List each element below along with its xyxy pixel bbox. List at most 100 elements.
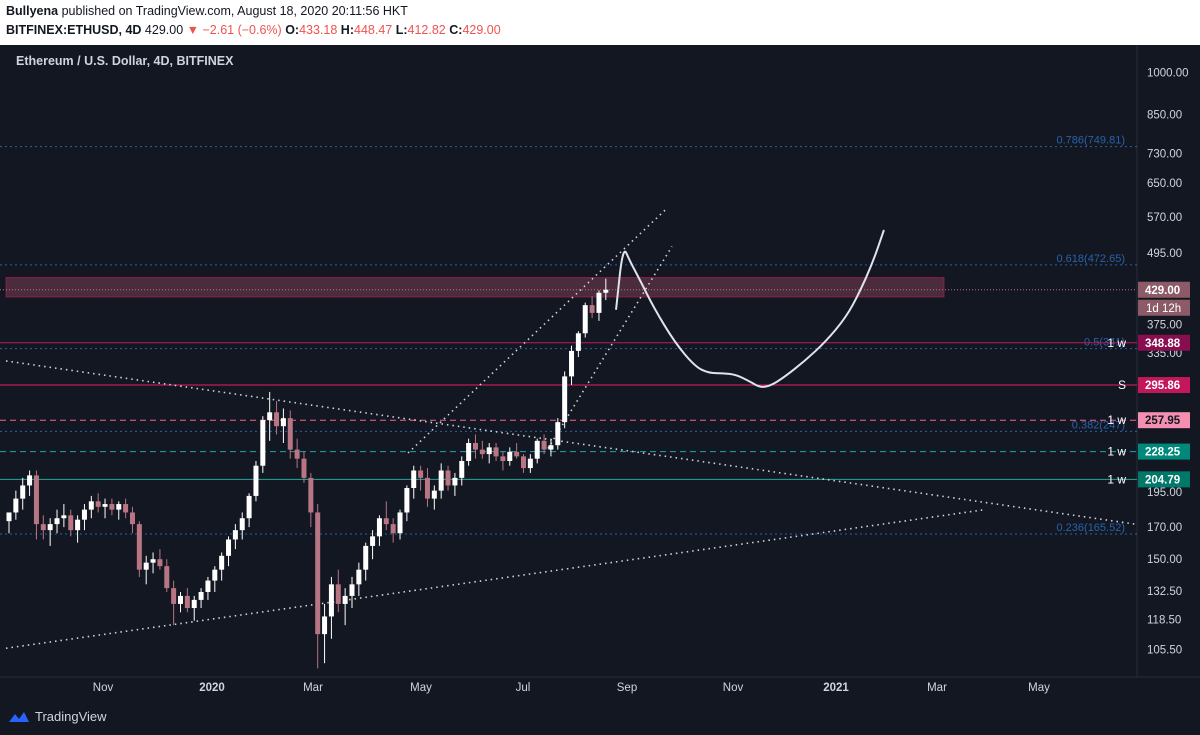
candle-body [40,524,46,531]
candle-body [219,555,225,570]
candle-body [548,445,554,450]
candle-body [596,292,602,313]
candle-body [198,591,204,600]
publish-info: Bullyena published on TradingView.com, A… [6,4,408,18]
y-tick-label: 1000.00 [1147,68,1189,80]
price-tag [1138,334,1190,351]
author-name[interactable]: Bullyena [6,4,59,18]
price-tag [1138,412,1190,429]
candle-body [68,515,74,531]
supply-zone [5,276,945,298]
candle-body [294,449,300,459]
price-tag-label: 348.88 [1145,338,1181,350]
candle-body [370,536,376,546]
chart-area[interactable]: Ethereum / U.S. Dollar, 4D, BITFINEX 0.7… [0,45,1200,700]
open-label: O: [285,23,300,37]
candle-body [486,447,492,455]
price-chart[interactable]: Ethereum / U.S. Dollar, 4D, BITFINEX 0.7… [0,45,1200,700]
channel-lower-line [547,245,673,449]
candle-body [397,512,403,534]
candle-body [589,305,595,313]
candle-body [301,458,307,478]
fib-label: 0.786(749.81) [1057,135,1126,147]
projection-path [615,229,885,388]
candle-body [514,451,520,457]
fib-label: 0.618(472.65) [1057,253,1126,265]
candle-body [472,443,478,450]
x-tick-label: 2020 [199,682,225,694]
candle-body [500,456,506,462]
candle-body [6,512,12,522]
candle-body [205,580,211,592]
candle-body [603,289,609,293]
candle-body [226,539,232,556]
countdown-tag [1138,299,1190,316]
high-value: 448.47 [354,23,393,37]
candle-body [445,470,451,486]
level-label: 1 w [1107,336,1126,350]
candle-body [191,599,197,609]
candle-body [424,477,430,499]
open-value: 433.18 [299,23,338,37]
y-tick-label: 132.50 [1147,586,1182,598]
candle-body [569,350,575,377]
candle-body [33,475,39,525]
candle-body [246,495,252,519]
tradingview-logo[interactable]: TradingView [8,709,107,724]
x-tick-label: Nov [723,682,744,694]
candle-body [562,376,568,423]
y-tick-label: 150.00 [1147,554,1182,566]
candle-body [239,518,245,531]
candle-body [102,504,108,507]
y-tick-label: 170.00 [1147,522,1182,534]
candle-body [109,504,115,510]
candle-body [431,490,437,499]
y-tick-label: 118.50 [1147,615,1181,627]
candle-body [136,524,142,570]
brand-name: TradingView [35,709,107,724]
candle-body [507,451,513,462]
candle-body [356,569,362,585]
y-tick-label: 650.00 [1147,178,1182,190]
price-tag-label: 257.95 [1145,415,1181,427]
symbol-info: BITFINEX:ETHUSD, 4D 429.00 ▼ −2.61 (−0.6… [6,23,501,37]
footer: TradingView [0,700,1200,735]
price-tag [1138,443,1190,460]
x-tick-label: May [410,682,432,694]
candle-body [452,477,458,486]
y-tick-label: 335.00 [1147,348,1182,360]
candle-body [493,447,499,457]
channel-upper-line [407,209,666,454]
candle-body [253,465,259,496]
last-price-tag [1138,281,1190,298]
x-tick-label: 2021 [823,682,849,694]
candle-body [335,584,341,604]
tradingview-logo-icon [9,711,29,722]
close-label: C: [449,23,463,37]
price-tag [1138,471,1190,488]
candle-body [575,333,581,351]
candle-body [81,509,87,520]
candle-body [61,515,67,519]
candle-body [479,449,485,455]
y-tick-label: 570.00 [1147,212,1182,224]
candle-body [342,595,348,604]
price-tag-label: 204.79 [1145,474,1180,486]
candle-body [280,418,286,427]
candle-body [541,440,547,450]
candle-body [260,420,266,466]
candle-body [582,305,588,334]
candle-body [466,443,472,462]
price-tag-label: 228.25 [1145,447,1181,459]
candle-body [383,518,389,525]
candle-body [315,512,321,635]
y-tick-label: 495.00 [1147,248,1182,260]
x-tick-label: Mar [303,682,323,694]
candle-body [349,584,355,596]
candle-body [418,470,424,478]
candle-body [184,595,190,609]
fib-label: 0.236(165.52) [1057,522,1126,534]
countdown-label: 1d 12h [1146,303,1181,315]
y-tick-label: 850.00 [1147,109,1182,121]
candle-body [438,470,444,491]
